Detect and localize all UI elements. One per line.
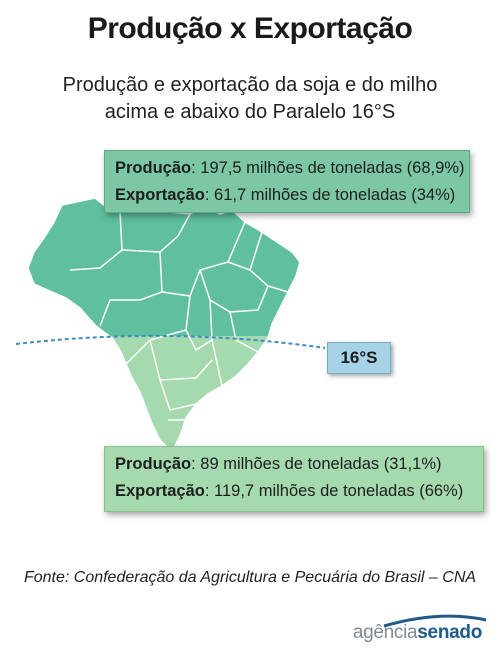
map-title: Produção x Exportação [87, 12, 413, 45]
south-production-row: Produção: 89 milhões de toneladas (31,1%… [115, 451, 475, 478]
south-production-value: : 89 milhões de toneladas (31,1%) [191, 455, 442, 473]
agencia-senado-logo: agênciasenado [353, 622, 482, 644]
state-borders [69, 211, 289, 421]
map-subtitle: Produção e exportação da soja e do milho… [0, 72, 500, 126]
parallel-16s-line [15, 334, 326, 349]
north-export-value: : 61,7 milhões de toneladas (34%) [204, 186, 456, 204]
parallel-label: 16°S [327, 342, 391, 374]
subtitle-line-2: acima e abaixo do Paralelo 16°S [104, 101, 396, 123]
north-production-row: Produção: 197,5 milhões de toneladas (68… [115, 155, 465, 182]
north-export-row: Exportação: 61,7 milhões de toneladas (3… [115, 182, 461, 209]
logo-part-1: agência [352, 622, 418, 643]
south-production-label: Produção [115, 455, 192, 473]
source-note: Fonte: Confederação da Agricultura e Pec… [23, 569, 477, 586]
north-export-label: Exportação [115, 186, 205, 204]
logo-part-2: senado [417, 622, 482, 643]
south-stats-box: Produção: 89 milhões de toneladas (31,1%… [104, 446, 484, 512]
logo-swoosh-icon [383, 614, 487, 628]
subtitle-line-1: Produção e exportação da soja e do milho [62, 74, 438, 96]
north-production-label: Produção [115, 159, 192, 177]
south-export-value: : 119,7 milhões de toneladas (66%) [204, 482, 464, 500]
south-export-row: Exportação: 119,7 milhões de toneladas (… [115, 478, 475, 505]
south-export-label: Exportação [115, 482, 205, 500]
north-stats-box: Produção: 197,5 milhões de toneladas (68… [104, 150, 470, 213]
north-production-value: : 197,5 milhões de toneladas (68,9%) [191, 159, 465, 177]
